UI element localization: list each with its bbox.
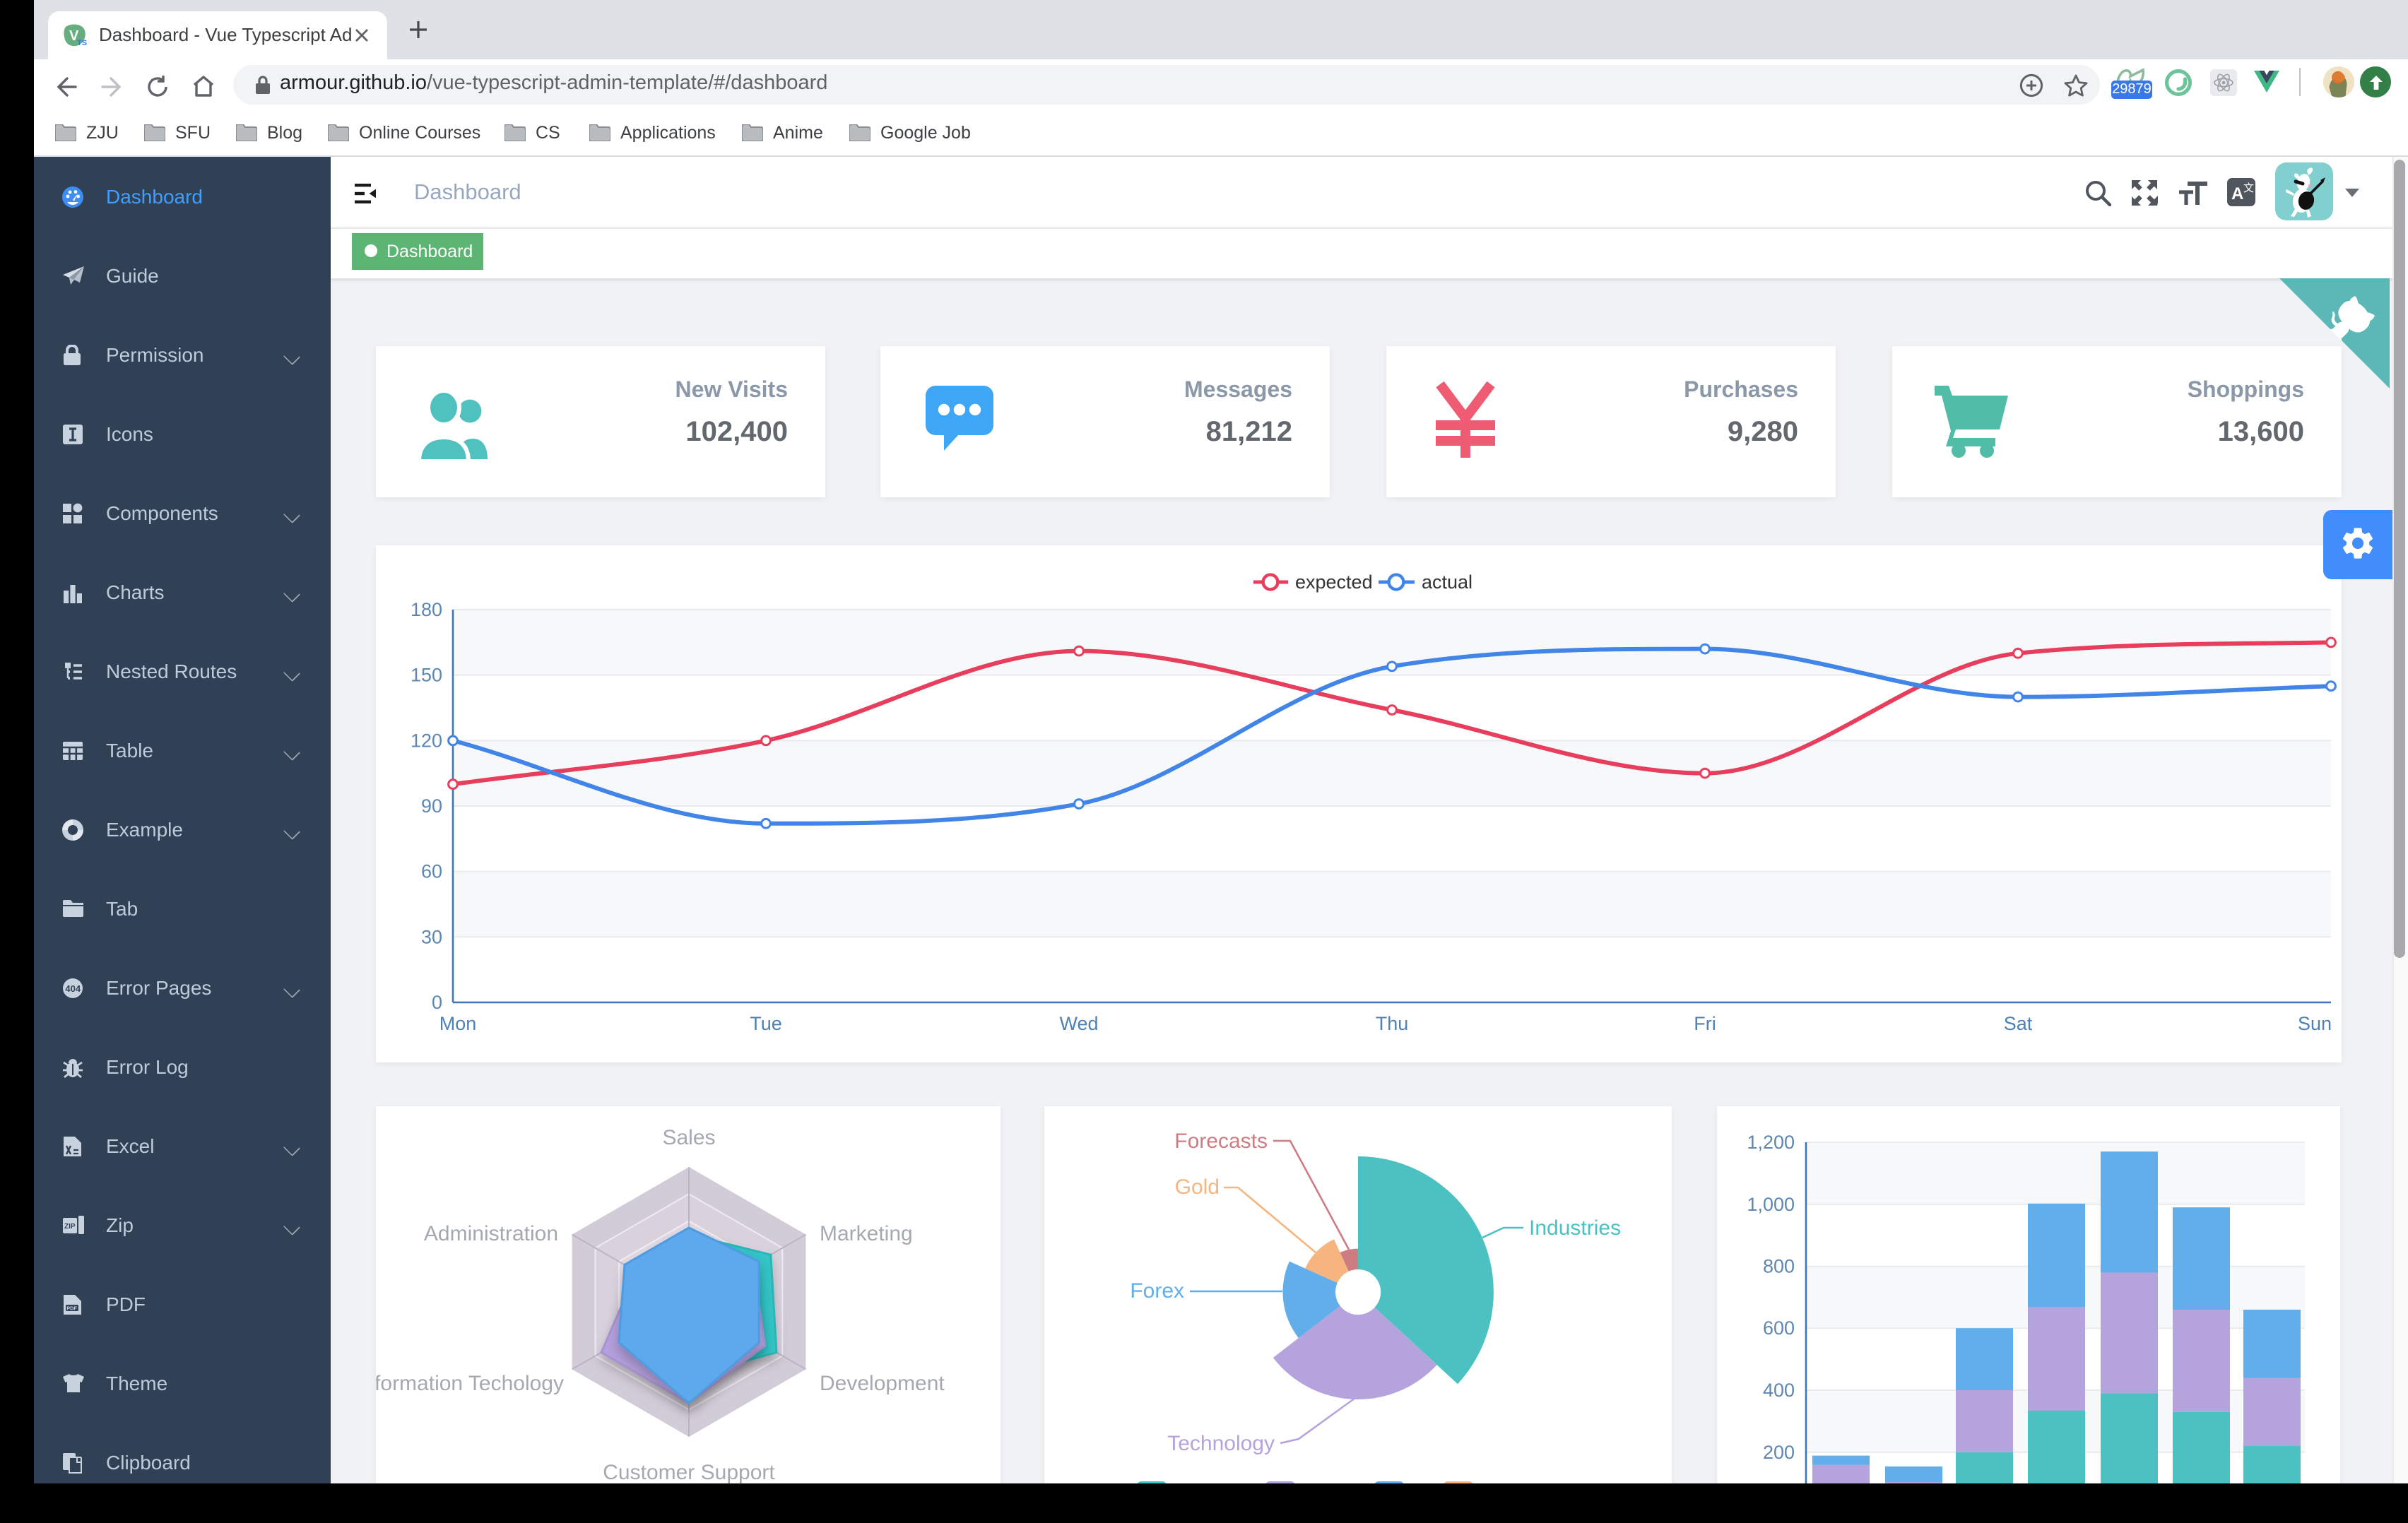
svg-text:Sun: Sun xyxy=(2297,1013,2331,1034)
svg-text:Wed: Wed xyxy=(1058,1013,1097,1034)
svg-text:0: 0 xyxy=(431,992,442,1013)
svg-text:ZIP: ZIP xyxy=(64,1223,76,1231)
svg-text:Industries: Industries xyxy=(1176,1480,1261,1483)
svg-text:Forecasts: Forecasts xyxy=(1174,1129,1268,1152)
svg-text:Gold: Gold xyxy=(1482,1480,1524,1483)
svg-text:Forex: Forex xyxy=(1130,1279,1184,1302)
svg-text:180: 180 xyxy=(410,599,442,620)
svg-text:200: 200 xyxy=(1762,1441,1794,1462)
svg-text:Fri: Fri xyxy=(1693,1013,1715,1034)
svg-text:Marketing: Marketing xyxy=(820,1221,913,1245)
svg-text:400: 400 xyxy=(1762,1379,1794,1400)
svg-text:Administration: Administration xyxy=(424,1221,558,1245)
svg-text:30: 30 xyxy=(420,926,442,947)
svg-text:Thu: Thu xyxy=(1375,1013,1408,1034)
svg-text:Customer Support: Customer Support xyxy=(603,1460,775,1483)
svg-text:60: 60 xyxy=(420,861,442,882)
svg-text:Information Techology: Information Techology xyxy=(376,1371,564,1394)
svg-text:600: 600 xyxy=(1762,1317,1794,1338)
svg-text:Tue: Tue xyxy=(749,1013,781,1034)
svg-text:150: 150 xyxy=(410,665,442,686)
svg-text:404: 404 xyxy=(65,983,81,994)
svg-text:Sat: Sat xyxy=(2003,1013,2032,1034)
svg-text:V: V xyxy=(69,28,79,44)
svg-text:A: A xyxy=(2231,184,2243,203)
svg-text:Forex: Forex xyxy=(1413,1480,1464,1483)
svg-text:800: 800 xyxy=(1762,1255,1794,1276)
svg-text:文: 文 xyxy=(2243,182,2254,194)
svg-text:Industries: Industries xyxy=(1529,1216,1621,1239)
svg-text:1,200: 1,200 xyxy=(1746,1131,1794,1152)
svg-text:Development: Development xyxy=(820,1371,945,1394)
svg-text:Sales: Sales xyxy=(662,1125,715,1149)
svg-text:TS: TS xyxy=(77,39,87,47)
svg-text:1,000: 1,000 xyxy=(1746,1193,1794,1214)
svg-text:Mon: Mon xyxy=(439,1013,476,1034)
svg-text:PDF: PDF xyxy=(66,1305,77,1311)
svg-text:expected: expected xyxy=(1294,571,1372,593)
svg-text:Gold: Gold xyxy=(1175,1175,1220,1198)
svg-text:Technology: Technology xyxy=(1167,1431,1275,1454)
svg-text:120: 120 xyxy=(410,730,442,751)
svg-text:Technology: Technology xyxy=(1304,1480,1405,1483)
svg-text:90: 90 xyxy=(420,795,442,817)
svg-text:actual: actual xyxy=(1421,571,1472,593)
